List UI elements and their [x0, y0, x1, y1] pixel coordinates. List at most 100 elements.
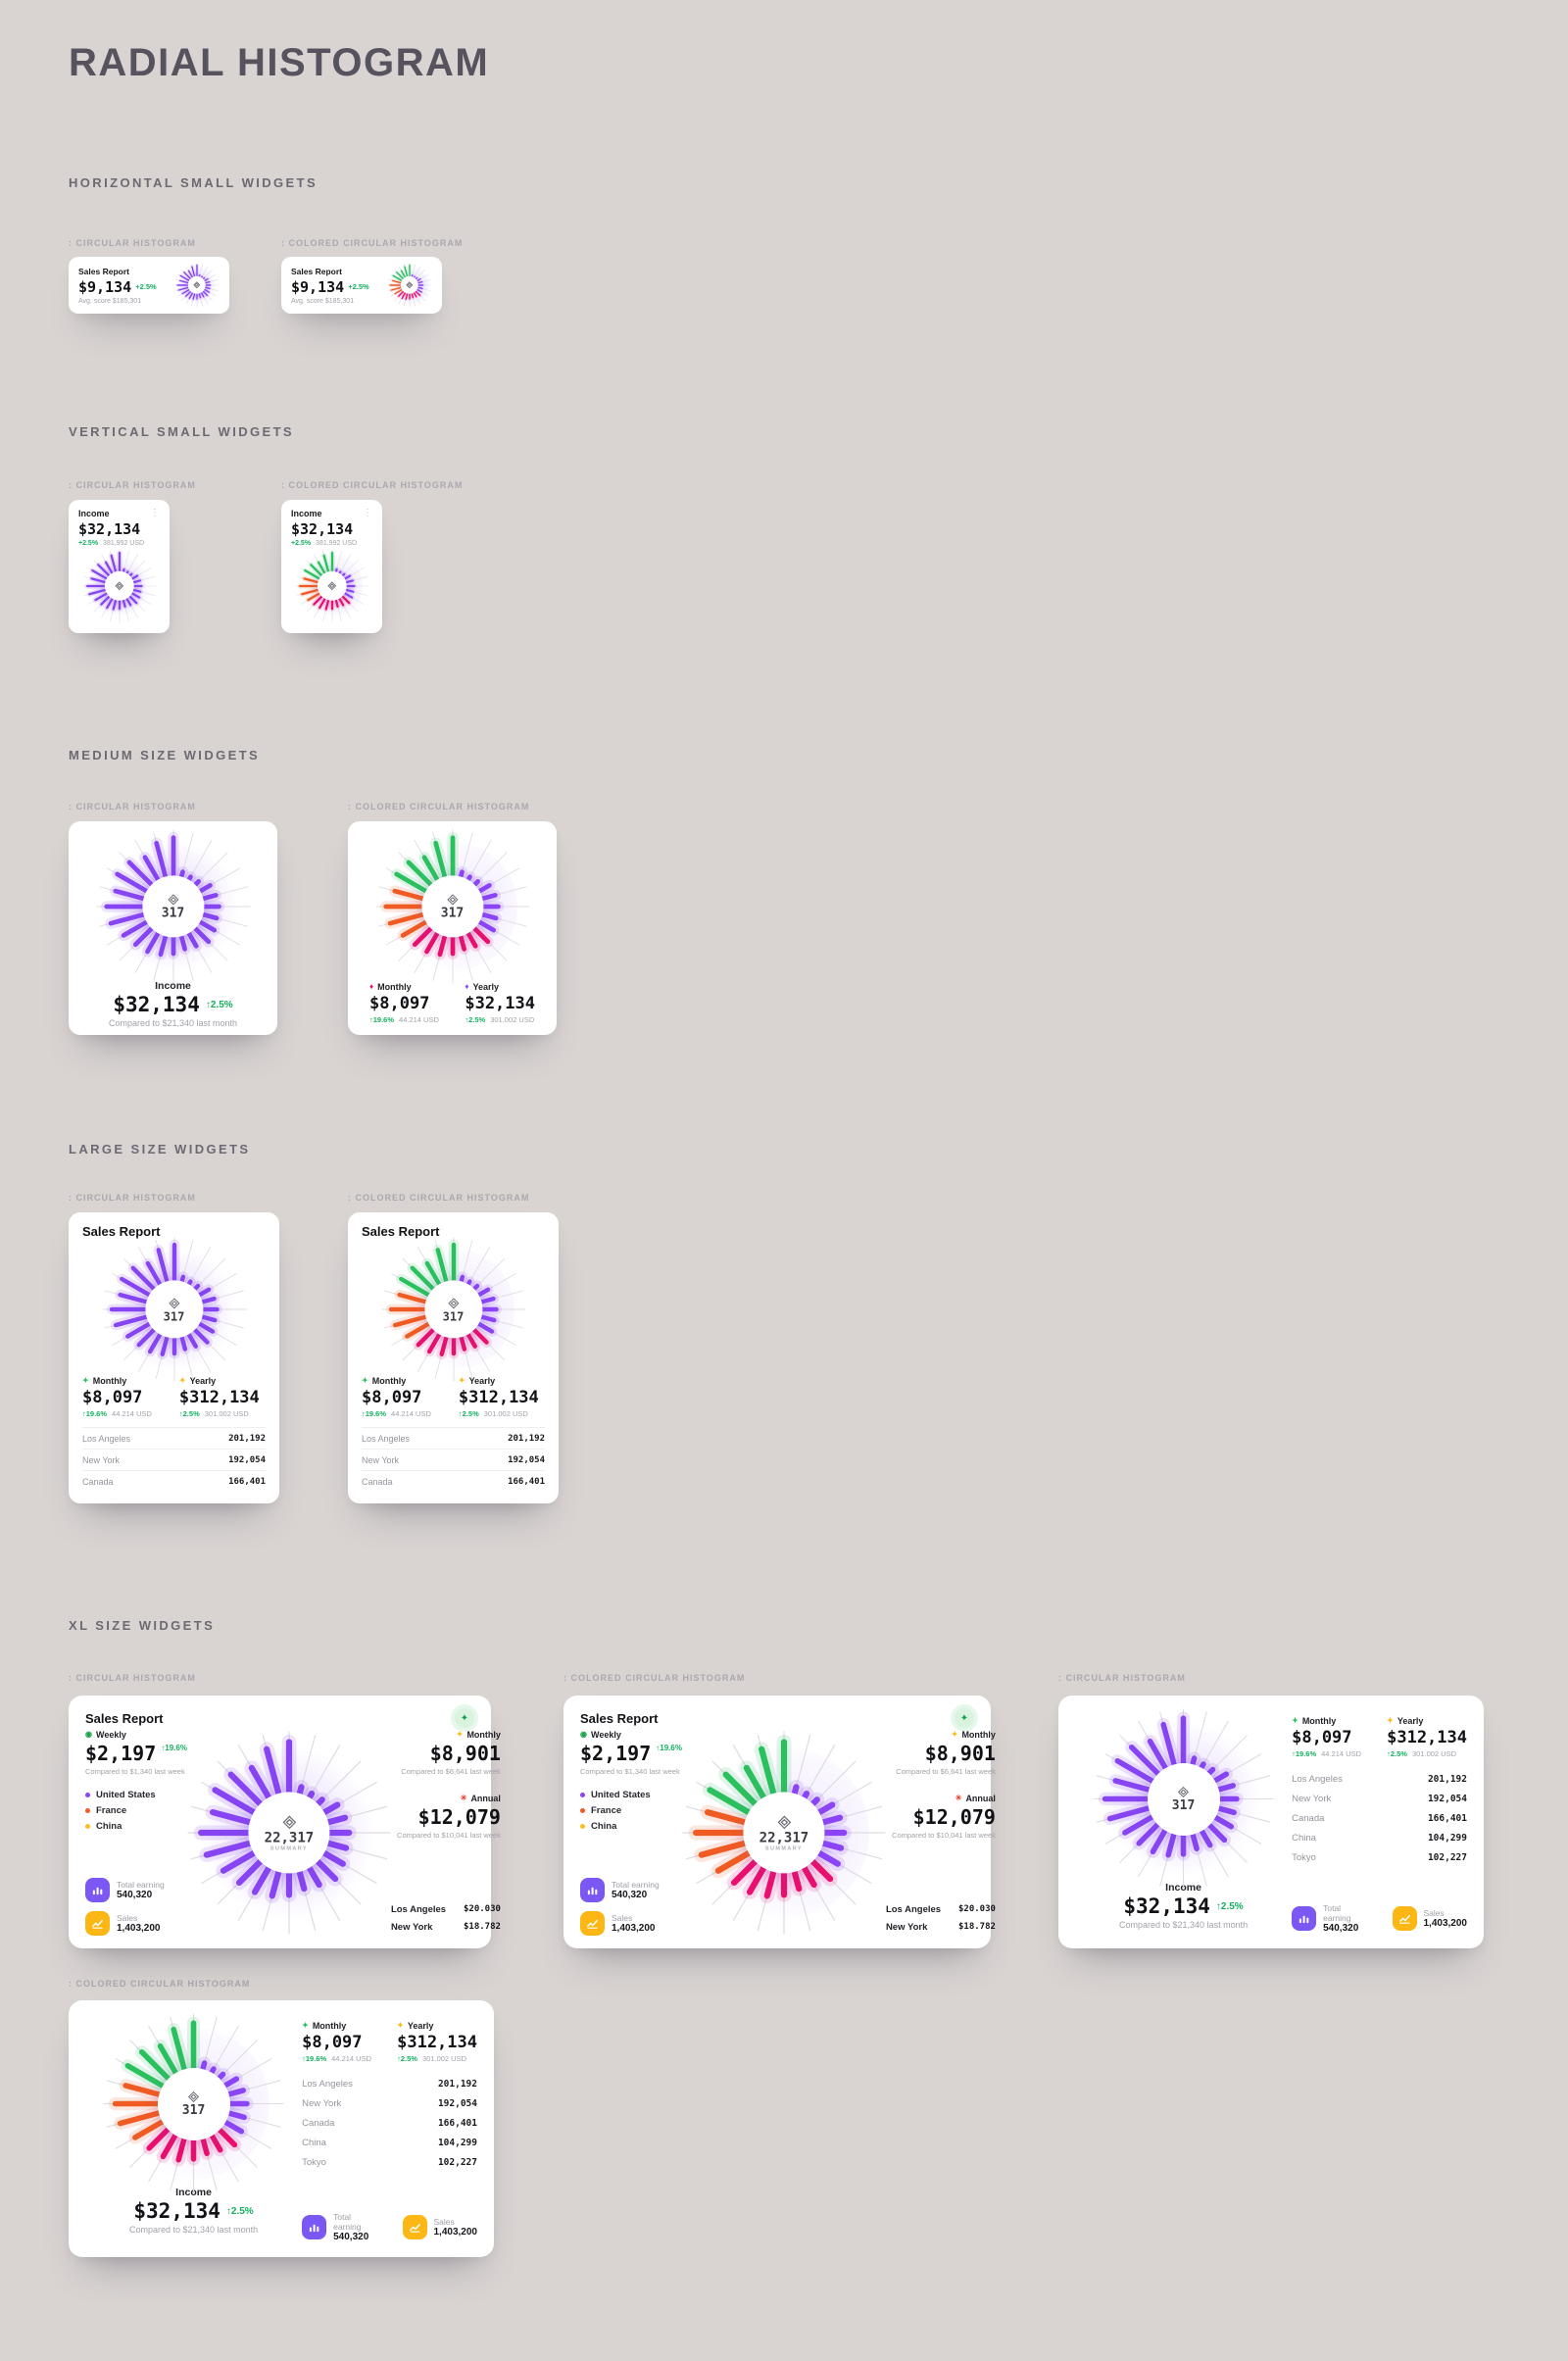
stat-subtext: 301.002 USD	[1411, 1749, 1456, 1758]
city-list: Los Angeles 201,192 New York 192,054 Canad…	[362, 1427, 545, 1492]
bar-chart-icon	[580, 1878, 605, 1902]
total-earning-chip: Total earning 540,320	[1292, 1903, 1362, 1934]
stat-label: Yearly	[468, 1376, 496, 1386]
section-xl: XL SIZE WIDGETS	[69, 1618, 216, 1633]
widget-subtext: Compared to $21,340 last month	[129, 2225, 259, 2235]
stat-monthly: ♦ Monthly $8,097 ↑19.6% 44.214 USD	[369, 982, 439, 1024]
country-legend: United States France China	[580, 1790, 682, 1832]
stat-value: $2,197	[85, 1742, 157, 1765]
stat-subtext: 44.214 USD	[112, 1409, 152, 1418]
widget-sales-report-small: Sales Report $9,134 +2.5% Avg. score $18…	[69, 257, 229, 314]
city-list: Los Angeles $20.030 New York $18.782	[391, 1900, 501, 1936]
stat-value: $12,079	[912, 1805, 996, 1829]
tag-colored: : COLORED CIRCULAR HISTOGRAM	[69, 1979, 251, 1989]
line-chart-icon	[85, 1911, 110, 1936]
section-horizontal-small: HORIZONTAL SMALL WIDGETS	[69, 175, 318, 190]
stat-value: $32,134	[465, 994, 535, 1013]
stat-subtext: Compared to $6,641 last week	[896, 1767, 996, 1776]
delta-badge: +2.5%	[78, 540, 99, 547]
stat-subtext: 44.214 USD	[391, 1409, 431, 1418]
stat-annual: ✳ Annual $12,079 Compared to $10,041 last…	[892, 1794, 996, 1840]
center-value: 317	[161, 906, 185, 921]
stat-label: Monthly	[371, 1376, 407, 1386]
widget-value: $32,134	[133, 2199, 220, 2223]
table-row: Los Angeles 201,192	[1292, 1773, 1467, 1785]
stat-value: $8,097	[369, 994, 430, 1013]
center-value: 317	[442, 1309, 465, 1323]
stat-value: $2,197	[580, 1742, 652, 1765]
delta-badge: ↑2.5%	[205, 999, 233, 1010]
star-icon: ✦	[178, 1376, 186, 1385]
gem-icon	[115, 581, 123, 591]
star-icon: ✦	[951, 1730, 958, 1739]
city-list: Los Angeles 201,192 New York 192,054 Canad…	[1292, 1769, 1467, 1867]
line-chart-icon	[1392, 1906, 1417, 1931]
stat-yearly: ✦ Yearly $312,134 ↑2.5% 301.002 USD	[179, 1376, 260, 1418]
stat-value: $8,097	[82, 1388, 143, 1407]
widget-subtext: 381,992 USD	[103, 540, 145, 547]
stat-label: Monthly	[961, 1730, 996, 1740]
gem-icon	[168, 1297, 180, 1309]
city-list: Los Angeles $20.030 New York $18.782	[886, 1900, 996, 1936]
stat-label: Weekly	[590, 1730, 621, 1740]
stat-label: Monthly	[466, 1730, 501, 1740]
radial-center	[317, 570, 347, 602]
widget-title: Sales Report	[362, 1224, 440, 1239]
radial-center: 317	[423, 1280, 483, 1339]
stat-subtext: 44.214 USD	[399, 1015, 439, 1024]
dot-icon	[580, 1824, 585, 1829]
widget-title: Income	[291, 509, 322, 518]
city-list: Los Angeles 201,192 New York 192,054 Canad…	[302, 2074, 477, 2172]
kebab-menu-icon[interactable]: ⋮	[150, 508, 160, 518]
stat-subtext: 44.214 USD	[1321, 1749, 1361, 1758]
delta-badge: ↑19.6%	[369, 1015, 395, 1024]
delta-badge: ↑2.5%	[225, 2205, 254, 2217]
center-value: 317	[440, 906, 465, 921]
radial-histogram: 22,317 SUMMARY	[187, 1731, 391, 1935]
bar-chart-icon	[1292, 1906, 1317, 1931]
widget-title: Sales Report	[580, 1710, 659, 1726]
widget-value: $32,134	[1123, 1894, 1210, 1918]
sparkle-button[interactable]: ✦	[955, 1708, 974, 1728]
tag-circular: : CIRCULAR HISTOGRAM	[69, 802, 196, 812]
widget-value: $9,134	[291, 277, 345, 296]
center-value: 317	[1171, 1798, 1196, 1813]
delta-badge: ↑19.6%	[161, 1744, 187, 1752]
asterisk-icon: ✳	[460, 1794, 467, 1802]
table-row: New York 192,054	[302, 2097, 477, 2109]
dot-icon	[85, 1808, 90, 1813]
center-caption: SUMMARY	[764, 1845, 803, 1851]
stat-monthly: ✦ Monthly $8,097 ↑19.6% 44.214 USD	[302, 2021, 397, 2063]
delta-badge: ↑2.5%	[465, 1015, 486, 1024]
widget-title: Income	[78, 509, 110, 518]
radial-center	[400, 275, 419, 295]
stat-value: $8,901	[429, 1742, 501, 1765]
table-row: Canada 166,401	[82, 1470, 266, 1492]
radial-histogram	[387, 263, 432, 308]
radial-histogram: 317	[1093, 1708, 1274, 1890]
table-row: Los Angeles 201,192	[302, 2078, 477, 2090]
stat-yearly: ✦ Yearly $312,134 ↑2.5% 301.002 USD	[459, 1376, 539, 1418]
target-icon: ◉	[580, 1730, 587, 1739]
table-row: Tokyo 102,227	[1292, 1851, 1467, 1863]
radial-center: 317	[141, 875, 205, 938]
widget-title: Sales Report	[291, 266, 342, 276]
stat-subtext: Compared to $1,340 last week	[85, 1767, 185, 1776]
widget-value: $32,134	[291, 520, 354, 538]
widget-subtext: Avg. score $185,301	[291, 297, 355, 305]
tag-circular: : CIRCULAR HISTOGRAM	[1058, 1673, 1186, 1683]
radial-histogram	[82, 549, 157, 623]
tag-circular: : CIRCULAR HISTOGRAM	[69, 480, 196, 490]
gem-icon	[1177, 1786, 1190, 1798]
stat-value: $8,097	[302, 2033, 363, 2052]
star-icon: ✦	[362, 1376, 368, 1385]
stat-subtext: Compared to $6,641 last week	[401, 1767, 501, 1776]
delta-badge: ↑19.6%	[362, 1409, 387, 1418]
delta-badge: ↑19.6%	[1292, 1749, 1317, 1758]
stat-label: Weekly	[95, 1730, 126, 1740]
sparkle-button[interactable]: ✦	[455, 1708, 474, 1728]
line-chart-icon	[580, 1911, 605, 1936]
kebab-menu-icon[interactable]: ⋮	[363, 508, 372, 518]
star-icon: ✦	[456, 1730, 464, 1739]
stat-subtext: 301.002 USD	[483, 1409, 528, 1418]
